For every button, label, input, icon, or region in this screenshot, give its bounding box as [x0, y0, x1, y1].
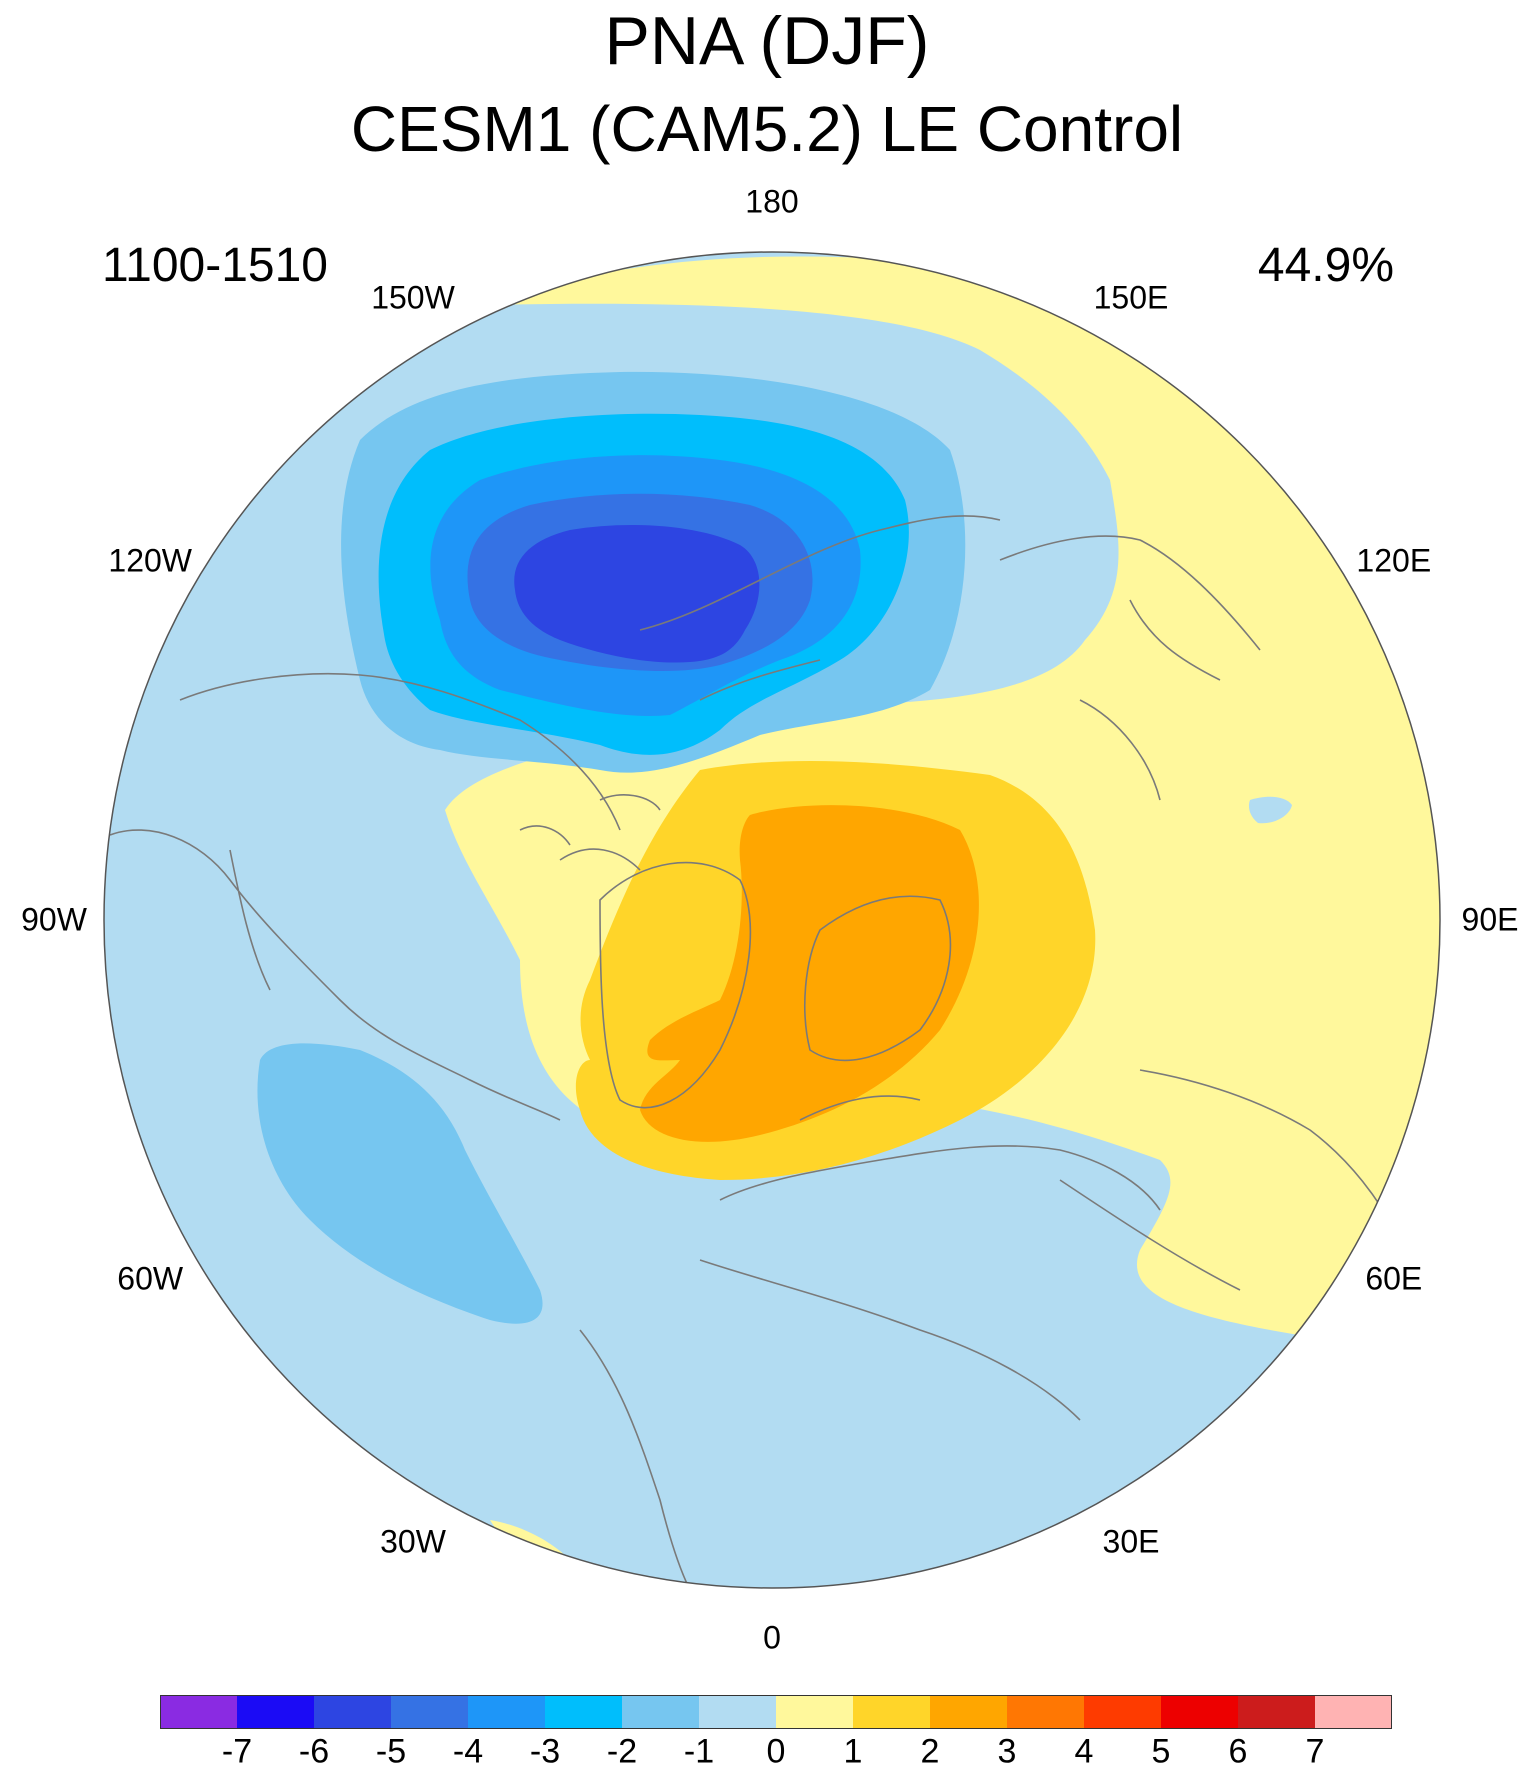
colorbar-swatch	[545, 1695, 622, 1729]
colorbar-swatch	[930, 1695, 1007, 1729]
coastline-alaska-siberia	[639, 515, 1001, 701]
lon-label-60w: 60W	[117, 1260, 184, 1297]
lon-label-90w: 90W	[21, 901, 87, 938]
colorbar-label: -3	[529, 1732, 561, 1771]
coastline-north-america	[109, 672, 621, 1121]
colorbar-swatch	[314, 1695, 391, 1729]
colorbar-swatch	[1315, 1695, 1392, 1729]
colorbar-label: -7	[221, 1732, 253, 1771]
lon-label-90e: 90E	[1461, 901, 1519, 938]
lon-label-30w: 30W	[380, 1523, 446, 1560]
lon-label-150e: 150E	[1093, 279, 1169, 316]
period-label: 1100-1510	[102, 239, 328, 292]
colorbar-label: 3	[997, 1732, 1017, 1771]
lon-label-30e: 30E	[1102, 1523, 1160, 1560]
coastline-europe	[699, 1095, 1161, 1421]
variance-label: 44.9%	[1257, 239, 1394, 292]
lon-label-180: 180	[745, 183, 799, 220]
colorbar-label: 1	[843, 1732, 863, 1771]
colorbar-label: -6	[298, 1732, 330, 1771]
contour-fill-neg6-pacific	[514, 525, 760, 663]
colorbar-label: -2	[606, 1732, 638, 1771]
colorbar-swatch	[1238, 1695, 1315, 1729]
colorbar-swatch	[776, 1695, 853, 1729]
colorbar-label: 4	[1074, 1732, 1094, 1771]
contour-fill-neg-siberia-patch	[1248, 796, 1292, 824]
colorbar-swatch	[622, 1695, 699, 1729]
coastlines	[109, 515, 1401, 1588]
colorbar-label: 0	[766, 1732, 786, 1771]
coastline-greenland	[599, 861, 752, 1109]
colorbar-swatch	[1007, 1695, 1084, 1729]
colorbar-frame	[160, 1695, 1392, 1729]
contour-field	[104, 252, 1440, 1588]
coastline-scandinavia	[804, 895, 952, 1062]
lon-label-0: 0	[763, 1619, 781, 1656]
colorbar-swatch	[391, 1695, 468, 1729]
colorbar-swatch	[1161, 1695, 1238, 1729]
colorbar-label: -4	[452, 1732, 484, 1771]
colorbar-label: -1	[683, 1732, 715, 1771]
coastline-arctic-islands	[519, 794, 661, 871]
colorbar-label: 6	[1228, 1732, 1248, 1771]
colorbar-label: 5	[1151, 1732, 1171, 1771]
coastline-africa	[579, 1329, 691, 1588]
colorbar-label: -5	[375, 1732, 407, 1771]
coastline-asia	[999, 535, 1401, 1291]
lon-label-120w: 120W	[108, 542, 192, 579]
colorbar-swatch	[237, 1695, 314, 1729]
colorbar-swatch	[160, 1695, 237, 1729]
lon-label-60e: 60E	[1365, 1260, 1423, 1297]
lon-label-150w: 150W	[371, 279, 455, 316]
colorbar-swatch	[1084, 1695, 1161, 1729]
contour-fill-neg2-atlantic	[257, 1043, 543, 1324]
contour-fill-pos3	[640, 805, 979, 1142]
map-title: PNA (DJF)	[604, 3, 930, 79]
map-boundary	[103, 251, 1441, 1589]
colorbar-swatch	[853, 1695, 930, 1729]
colorbar-swatch	[699, 1695, 776, 1729]
colorbar-label: 2	[920, 1732, 940, 1771]
map-subtitle: CESM1 (CAM5.2) LE Control	[350, 93, 1184, 165]
lon-label-120e: 120E	[1356, 542, 1432, 579]
colorbar-label: 7	[1305, 1732, 1325, 1771]
colorbar-swatch	[468, 1695, 545, 1729]
